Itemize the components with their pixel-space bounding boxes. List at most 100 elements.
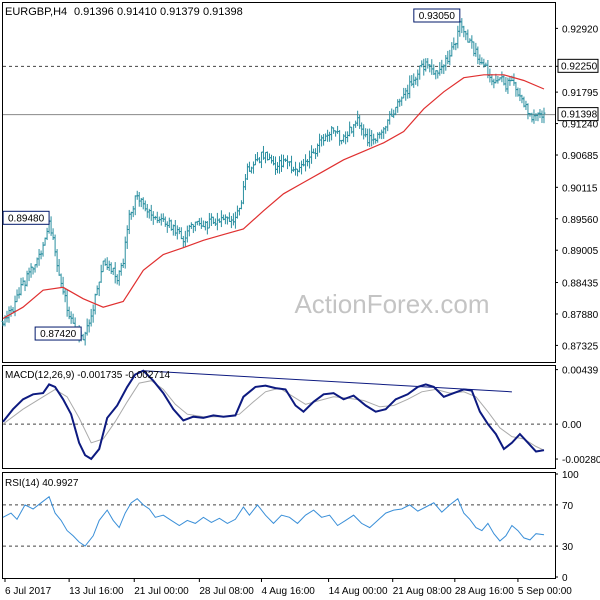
price-bar [215, 212, 219, 231]
price-bar [488, 68, 492, 83]
price-bar [95, 285, 99, 296]
price-bar [113, 262, 117, 284]
current-price-marker: 0.91398 [557, 107, 599, 122]
price-bar [175, 225, 179, 240]
rsi-y-tick-label: 0 [562, 573, 568, 584]
price-bar [29, 263, 33, 278]
price-y-tick-label: 0.90115 [562, 183, 598, 194]
price-bar [434, 70, 438, 80]
price-bar [328, 131, 332, 142]
price-bar [484, 62, 488, 67]
price-bar [422, 58, 426, 76]
price-bar [55, 249, 59, 273]
x-axis-tick-label: 14 Aug 00:00 [329, 586, 388, 597]
price-bar [318, 133, 322, 153]
price-bar [137, 191, 141, 207]
price-bar [380, 129, 384, 140]
price-bar [97, 281, 101, 297]
price-bar [31, 266, 35, 275]
price-bar [179, 227, 183, 240]
price-bar [368, 128, 372, 147]
price-bar [388, 111, 392, 125]
price-bar [155, 211, 159, 224]
rsi-panel-frame [2, 472, 556, 579]
level-marker: 0.92250 [557, 58, 599, 73]
price-bar [131, 205, 135, 218]
price-bar [107, 260, 111, 271]
price-bar [1, 320, 5, 327]
price-bar [123, 236, 127, 269]
price-bar [354, 120, 358, 128]
macd-y-tick-label: 0.00 [562, 420, 582, 431]
price-bar [39, 250, 43, 260]
price-bar [145, 203, 149, 218]
annotation-label: 0.87420 [40, 329, 77, 340]
price-bar [346, 131, 350, 143]
price-bar [446, 50, 450, 65]
price-bar [197, 218, 201, 226]
price-bar [237, 207, 241, 216]
price-bar [219, 210, 223, 228]
price-bar [492, 78, 496, 89]
price-bar [518, 88, 522, 102]
price-bar [53, 234, 57, 257]
price-bar [201, 220, 205, 228]
price-bar [191, 223, 195, 234]
price-bar [87, 319, 91, 333]
price-layer: 0.89480 0.87420 0.93050 0.92920 0.92250 0.917… [1, 8, 599, 352]
price-bar [183, 230, 187, 247]
price-bar [89, 308, 93, 327]
price-bar [33, 264, 37, 273]
price-bar [199, 217, 203, 229]
header-low: 0.91379 [160, 6, 200, 18]
price-bar [27, 267, 31, 282]
price-bar [356, 110, 360, 127]
axis-layer: 6 Jul 2017 13 Jul 16:00 21 Jul 00:00 28 Jul… [4, 578, 572, 597]
price-bar [193, 221, 197, 232]
price-bar [282, 154, 286, 168]
price-bar [536, 112, 540, 122]
price-bar [396, 99, 400, 113]
price-bar [456, 25, 460, 49]
header-high: 0.91410 [117, 6, 157, 18]
price-bar [269, 154, 273, 164]
price-bar [404, 87, 408, 101]
price-bar [452, 37, 456, 50]
level-marker-text: 0.92250 [561, 61, 598, 72]
price-bar [464, 30, 468, 41]
x-axis-tick-label: 13 Jul 16:00 [69, 586, 124, 597]
price-bar [376, 132, 380, 143]
price-bar [209, 213, 213, 227]
price-bar [300, 160, 304, 175]
macd-trendline [143, 370, 512, 393]
price-y-tick-label: 0.89560 [562, 215, 599, 226]
price-bar [111, 267, 115, 275]
price-y-tick-label: 0.91240 [562, 120, 599, 131]
price-bar [504, 77, 508, 92]
level-marker-box [557, 58, 599, 73]
annotation-box [34, 326, 82, 341]
price-bar [398, 98, 402, 107]
annotation-box [413, 8, 461, 23]
price-bar [239, 200, 243, 210]
price-bar [448, 49, 452, 66]
price-bar [512, 73, 516, 86]
price-bar [310, 145, 314, 164]
price-bar [149, 204, 153, 221]
price-bar [117, 270, 121, 286]
price-bar [466, 29, 470, 43]
price-bar [67, 306, 71, 320]
price-y-tick-label: 0.87880 [562, 310, 599, 321]
price-bar [444, 54, 448, 71]
macd-label: MACD(12,26,9) -0.001735 -0.002714 [5, 370, 171, 381]
price-bar [227, 212, 231, 222]
price-bar [207, 212, 211, 229]
price-bar [167, 217, 171, 228]
price-bar [278, 156, 282, 174]
price-bar [57, 259, 61, 276]
price-bar [99, 264, 103, 283]
price-bar [296, 168, 300, 177]
x-axis-tick-label: 4 Aug 16:00 [261, 586, 315, 597]
price-bar [366, 128, 370, 147]
header-symbol: EURGBP,H4 [5, 6, 67, 18]
